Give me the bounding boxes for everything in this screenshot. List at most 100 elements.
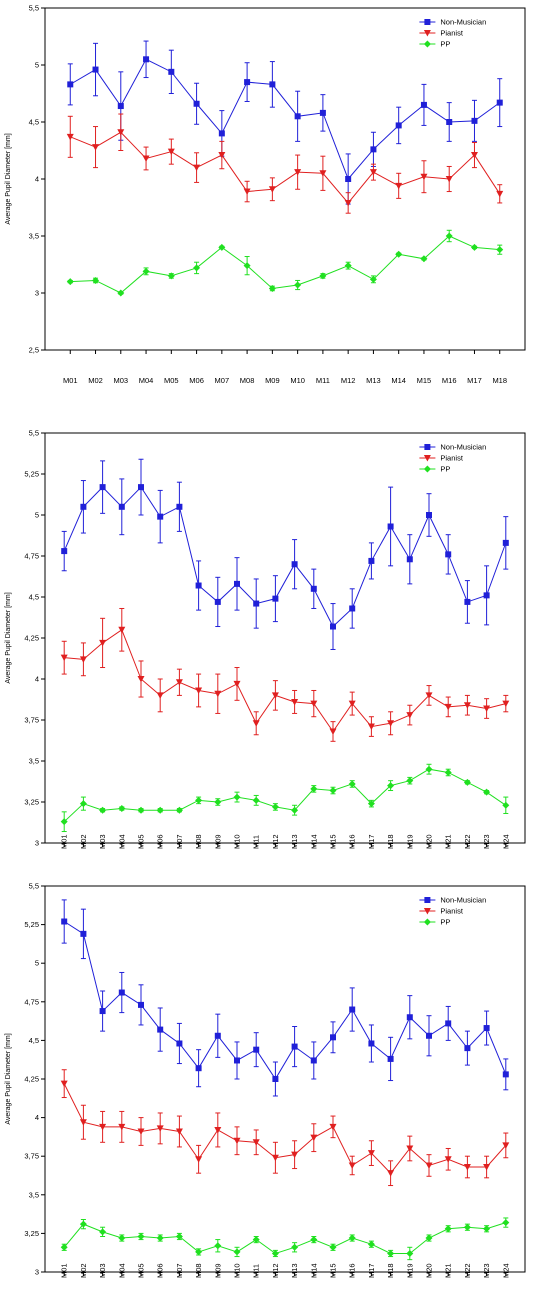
data-point — [214, 1126, 222, 1134]
data-point — [294, 281, 302, 289]
data-point — [252, 1236, 260, 1244]
x-tick-label: M21 — [444, 1263, 453, 1278]
data-point — [426, 1032, 432, 1039]
y-tick-label: 4,75 — [24, 997, 39, 1006]
data-point — [193, 264, 201, 272]
x-tick-label: M09 — [213, 1263, 222, 1278]
data-point — [329, 1243, 337, 1251]
data-point — [420, 173, 428, 181]
data-point — [99, 1008, 106, 1015]
x-tick-label: M17 — [367, 834, 376, 849]
series-line — [70, 131, 501, 204]
series-pp — [60, 763, 510, 833]
y-tick-label: 5,25 — [24, 920, 39, 929]
legend-marker — [424, 19, 431, 25]
x-tick-label: M13 — [290, 834, 299, 849]
x-tick-label: M12 — [271, 1263, 280, 1278]
data-point — [387, 782, 395, 790]
data-point — [387, 1055, 394, 1062]
series-line — [70, 58, 501, 180]
data-point — [464, 598, 471, 605]
data-point — [233, 1248, 241, 1256]
data-point — [176, 1040, 183, 1047]
data-point — [387, 1249, 395, 1257]
legend-marker — [423, 465, 431, 473]
y-tick-label: 4 — [35, 1113, 39, 1122]
y-axis-title: Average Pupil Diameter [mm] — [5, 133, 12, 224]
x-tick-label: M18 — [386, 834, 395, 849]
x-tick-label: M11 — [316, 376, 330, 385]
data-point — [344, 199, 352, 207]
legend-entry: PP — [440, 465, 450, 474]
data-point — [310, 1134, 318, 1142]
x-tick-label: M08 — [194, 1263, 203, 1278]
x-tick-label: M01 — [60, 1263, 69, 1278]
data-point — [502, 700, 510, 708]
series-pianist — [66, 113, 504, 214]
pupil-diameter-chart-1: 2,5 3 3,5 4 4,5 5 5,5 Average Pupil Diameter [m… — [5, 4, 526, 385]
pupil-diameter-chart-3: 3 3,25 3,5 3,75 4 4,25 4,5 4,75 5 5,25 5,5 Average … — [5, 882, 526, 1278]
data-point — [214, 1242, 222, 1250]
x-tick-label: M04 — [117, 1263, 126, 1278]
data-point — [425, 692, 433, 699]
data-point — [195, 1065, 202, 1072]
data-point — [243, 188, 251, 196]
data-point — [395, 250, 403, 258]
data-point — [310, 1236, 318, 1244]
x-tick-label: M02 — [79, 1263, 88, 1278]
data-point — [406, 556, 413, 563]
data-point — [118, 805, 126, 813]
y-tick-label: 4,25 — [24, 634, 39, 643]
data-point — [234, 1057, 240, 1064]
data-point — [137, 1232, 145, 1240]
legend-entry: Pianist — [440, 907, 463, 916]
data-point — [464, 1045, 471, 1052]
x-tick-label: M09 — [213, 834, 222, 849]
y-tick-label: 4 — [35, 675, 39, 684]
data-point — [445, 551, 452, 558]
x-tick-label: M11 — [252, 835, 261, 849]
data-point — [502, 801, 510, 809]
x-tick-label: M03 — [113, 376, 128, 385]
data-point — [406, 1249, 414, 1257]
data-point — [444, 768, 452, 776]
series-pp — [66, 229, 504, 297]
data-point — [406, 1145, 414, 1152]
x-tick-label: M16 — [348, 834, 357, 849]
series-line — [63, 768, 507, 823]
data-point — [367, 800, 375, 808]
data-point — [271, 1249, 279, 1257]
data-point — [470, 152, 478, 159]
data-point — [79, 800, 87, 808]
pupil-diameter-chart-2: 3 3,25 3,5 3,75 4 4,25 4,5 4,75 5 5,25 5,5 Average … — [5, 429, 526, 849]
data-point — [118, 1123, 126, 1131]
data-point — [252, 796, 260, 804]
x-tick-label: M10 — [233, 1263, 242, 1278]
data-point — [268, 284, 276, 292]
data-point — [79, 656, 87, 663]
data-point — [157, 513, 164, 520]
data-point — [406, 712, 414, 719]
data-point — [483, 1225, 491, 1233]
series-line — [63, 921, 507, 1080]
plot-frame — [44, 885, 526, 1273]
data-point — [329, 787, 337, 795]
data-point — [99, 806, 107, 814]
legend-entry: PP — [440, 918, 450, 927]
data-point — [214, 798, 222, 806]
data-point — [348, 700, 356, 708]
y-tick-label: 5,25 — [24, 470, 39, 479]
legend-marker — [423, 30, 431, 37]
data-point — [310, 1057, 317, 1064]
data-point — [344, 262, 352, 270]
data-point — [329, 728, 337, 735]
x-tick-label: M10 — [290, 376, 305, 385]
data-point — [463, 1223, 471, 1231]
y-tick-label: 5 — [35, 511, 39, 520]
data-point — [349, 605, 356, 612]
data-point — [156, 1234, 164, 1242]
data-point — [175, 806, 183, 814]
data-point — [61, 918, 68, 925]
data-point — [60, 1080, 68, 1088]
data-point — [244, 79, 251, 86]
